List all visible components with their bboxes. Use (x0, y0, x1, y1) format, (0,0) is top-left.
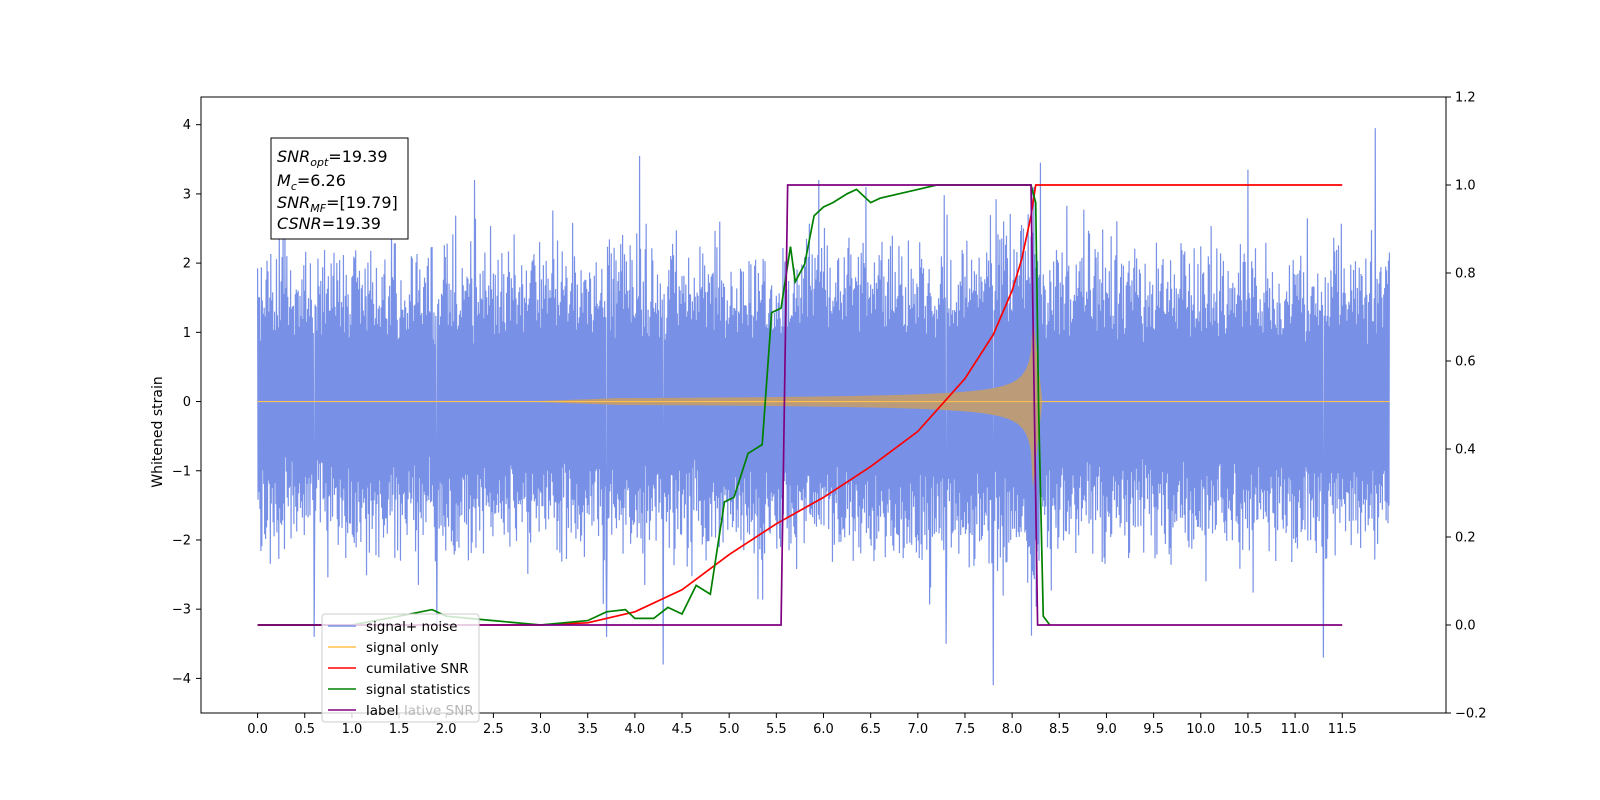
y2-tick-label: 0.4 (1455, 443, 1476, 458)
x-tick-label: 8.0 (1002, 722, 1023, 737)
x-tick-label: 7.5 (955, 722, 976, 737)
legend-label-cumulative-snr: cumilative SNR (366, 661, 469, 677)
x-tick-label: 10.0 (1186, 722, 1215, 737)
series-label (257, 184, 1343, 626)
y-tick-label: 3 (183, 187, 191, 202)
x-tick-label: 6.0 (813, 722, 834, 737)
y-tick-label: 0 (183, 395, 191, 410)
y2-tick-label: 1.2 (1455, 91, 1476, 106)
series-cumulative-snr (257, 184, 1343, 626)
x-tick-label: 11.0 (1281, 722, 1310, 737)
x-tick-label: 8.5 (1049, 722, 1070, 737)
y2-tick-label: 1.0 (1455, 179, 1476, 194)
x-tick-label: 10.5 (1233, 722, 1262, 737)
x-tick-label: 9.5 (1143, 722, 1164, 737)
x-tick-label: 0.0 (247, 722, 268, 737)
y-axis-label: Whitened strain (150, 376, 166, 487)
y-tick-label: −4 (172, 672, 191, 687)
x-tick-label: 3.5 (577, 722, 598, 737)
info-box: SNRopt=19.39 Mc=6.26 SNRMF=[19.79] CSNR=… (270, 137, 409, 240)
legend-label-signal-statistics: signal statistics (366, 682, 470, 698)
x-tick-label: 6.5 (860, 722, 881, 737)
x-tick-label: 1.5 (389, 722, 410, 737)
x-tick-label: 1.0 (342, 722, 363, 737)
legend-label-signal-only: signal only (366, 640, 439, 656)
x-tick-label: 4.5 (672, 722, 693, 737)
info-snr-opt: SNRopt=19.39 (277, 147, 388, 169)
x-tick-label: 9.0 (1096, 722, 1117, 737)
y2-tick-label: 0.8 (1455, 267, 1476, 282)
legend: signal+ noise signal only cumilative SNR… (321, 613, 480, 723)
y-tick-label: 1 (183, 326, 191, 341)
y2-tick-label: 0.2 (1455, 531, 1476, 546)
plot-area (256, 128, 1391, 686)
legend-label-signal-noise: signal+ noise (366, 619, 457, 635)
x-tick-label: 0.5 (294, 722, 315, 737)
y-tick-label: 4 (183, 118, 191, 133)
x-tick-label: 5.0 (719, 722, 740, 737)
y-tick-label: −3 (172, 603, 191, 618)
x-tick-label: 4.0 (625, 722, 646, 737)
x-tick-label: 11.5 (1328, 722, 1357, 737)
x-tick-label: 2.0 (436, 722, 457, 737)
x-tick-label: 2.5 (483, 722, 504, 737)
legend-ghost-text: lative SNR (404, 703, 474, 719)
y2-tick-label: −0.2 (1455, 707, 1487, 722)
y2-tick-label: 0.6 (1455, 355, 1476, 370)
info-mc: Mc=6.26 (277, 171, 346, 193)
x-tick-label: 5.5 (766, 722, 787, 737)
y-tick-label: −2 (172, 533, 191, 548)
series-signal-noise (256, 128, 1391, 686)
info-snr-mf: SNRMF=[19.79] (277, 193, 398, 215)
x-tick-label: 7.0 (907, 722, 928, 737)
legend-label-label: label (366, 703, 399, 719)
y2-tick-label: 0.0 (1455, 619, 1476, 634)
axes: 0.0 0.5 1.0 1.5 2.0 2.5 3.0 3.5 4.0 4.5 5.0 5.5 6.0 6… (172, 91, 1487, 738)
y-tick-label: 2 (183, 257, 191, 272)
series-signal-statistics (257, 184, 1051, 626)
x-tick-label: 3.0 (530, 722, 551, 737)
y-tick-label: −1 (172, 464, 191, 479)
info-csnr: CSNR=19.39 (277, 214, 381, 233)
